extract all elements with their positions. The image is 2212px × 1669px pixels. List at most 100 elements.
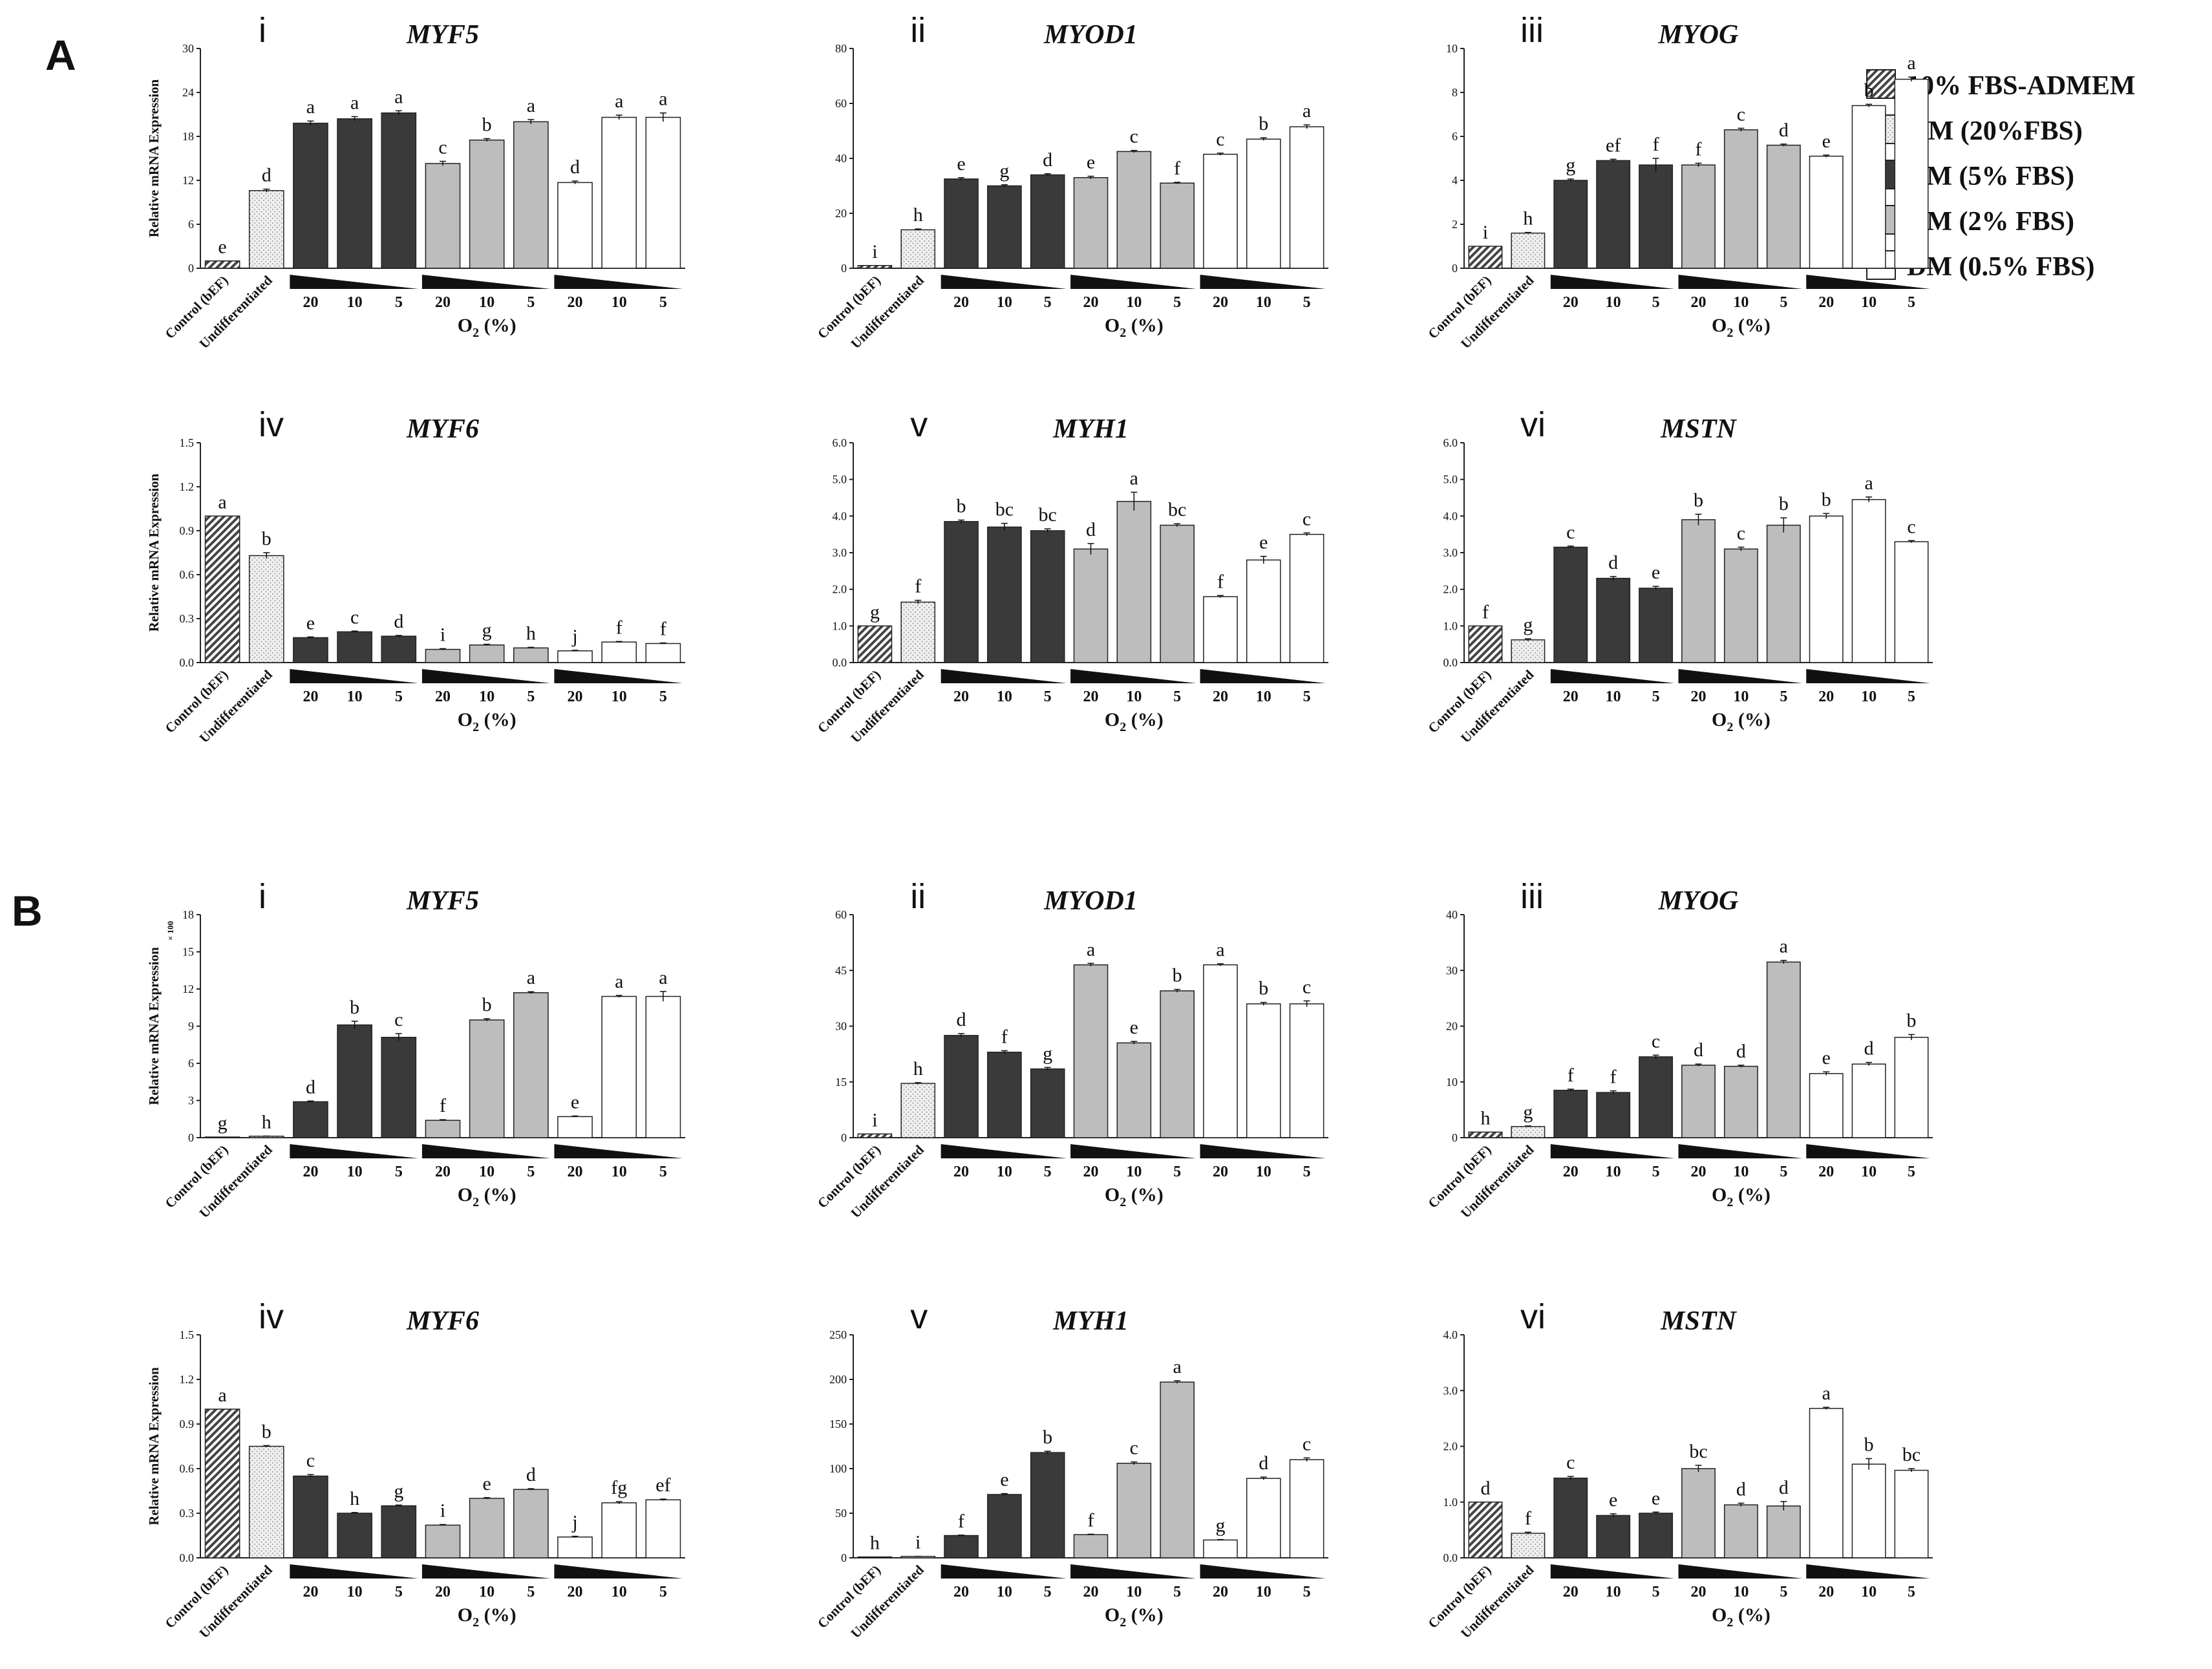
- y-tick-label: 0.6: [180, 1462, 195, 1475]
- x-group-tick-label: 20: [1818, 1164, 1834, 1180]
- y-tick-label: 250: [829, 1328, 847, 1341]
- x-group-tick-label: 5: [1908, 1584, 1915, 1600]
- significance-letter: c: [306, 1450, 315, 1471]
- bar: [513, 121, 549, 269]
- y-axis-label: Relative mRNA Expression: [146, 473, 162, 632]
- bar: [1596, 1092, 1631, 1138]
- bar: [1681, 519, 1716, 663]
- significance-letter: d: [957, 1009, 966, 1030]
- significance-letter: g: [999, 160, 1009, 182]
- bar: [944, 1035, 979, 1138]
- x-axis-title: O2 (%): [458, 315, 516, 340]
- significance-letter: a: [1173, 1356, 1181, 1377]
- legend-swatch-hatch: [1866, 69, 1896, 99]
- x-group-tick-label: 20: [303, 1164, 318, 1180]
- significance-letter: a: [306, 96, 315, 118]
- subpanel-numeral: v: [910, 1297, 928, 1336]
- bar: [293, 1475, 328, 1558]
- bar: [1809, 515, 1844, 663]
- x-group-tick-label: 5: [1908, 1164, 1915, 1180]
- x-group-tick-label: 10: [1256, 294, 1271, 311]
- x-group-tick-label: 5: [527, 1164, 535, 1180]
- significance-letter: e: [957, 153, 965, 175]
- y-axis-label: Relative mRNA Expression: [146, 1367, 162, 1525]
- significance-letter: d: [306, 1076, 315, 1098]
- bar: [1468, 625, 1503, 663]
- x-group-tick-label: 10: [479, 294, 495, 311]
- bar: [1851, 105, 1886, 269]
- bar: [1160, 182, 1195, 269]
- bar: [1203, 1539, 1238, 1558]
- x-group-tick-label: 5: [1173, 688, 1181, 705]
- bar: [469, 1019, 505, 1138]
- y-tick-label: 6: [188, 218, 194, 231]
- significance-letter: h: [350, 1488, 359, 1509]
- bar: [987, 185, 1022, 269]
- oxygen-gradient-wedge: [1806, 669, 1930, 683]
- significance-letter: d: [262, 165, 271, 186]
- significance-letter: c: [1130, 126, 1138, 147]
- significance-letter: bc: [995, 499, 1014, 520]
- significance-letter: d: [1736, 1041, 1746, 1062]
- significance-letter: f: [1001, 1026, 1008, 1047]
- gene-title: MYH1: [1052, 414, 1129, 444]
- x-axis-title: O2 (%): [1712, 1184, 1771, 1209]
- significance-letter: f: [1610, 1067, 1617, 1088]
- x-group-tick-label: 5: [527, 294, 535, 311]
- x-group-tick-label: 5: [395, 688, 403, 705]
- oxygen-gradient-wedge: [1200, 669, 1326, 683]
- y-tick-label: 3.0: [1443, 1384, 1458, 1397]
- significance-letter: d: [1608, 552, 1618, 573]
- y-tick-label: 80: [835, 42, 847, 55]
- bar: [1809, 155, 1844, 269]
- oxygen-gradient-wedge: [554, 275, 683, 289]
- x-group-tick-label: 20: [953, 294, 969, 311]
- x-group-tick-label: 10: [1861, 294, 1877, 311]
- x-group-tick-label: 20: [1818, 1584, 1834, 1600]
- significance-letter: a: [527, 95, 535, 116]
- bar: [1246, 138, 1281, 269]
- y-tick-label: 1.5: [180, 1328, 195, 1341]
- x-category-label: Undifferentiated: [847, 1142, 927, 1221]
- y-tick-label: 0.0: [1443, 656, 1458, 669]
- y-tick-label: 6.0: [833, 436, 847, 449]
- y-tick-label: 0: [1452, 262, 1458, 275]
- y-tick-label: 30: [182, 42, 194, 55]
- oxygen-gradient-wedge: [1200, 275, 1326, 289]
- y-tick-label: 10: [1446, 1076, 1458, 1089]
- x-group-tick-label: 10: [1126, 1584, 1142, 1600]
- legend-label: DM (2% FBS): [1907, 207, 2074, 237]
- y-tick-label: 9: [188, 1020, 194, 1033]
- bar: [337, 118, 372, 269]
- bar: [425, 1524, 461, 1558]
- x-group-tick-label: 20: [1563, 294, 1579, 311]
- bar: [425, 648, 461, 663]
- oxygen-gradient-wedge: [554, 1564, 683, 1579]
- oxygen-gradient-wedge: [421, 1144, 551, 1158]
- oxygen-gradient-wedge: [1550, 669, 1675, 683]
- significance-letter: e: [1087, 152, 1095, 173]
- significance-letter: f: [1568, 1065, 1574, 1086]
- bar: [1766, 524, 1801, 663]
- significance-letter: c: [1130, 1438, 1138, 1459]
- y-tick-label: 0: [1452, 1131, 1458, 1144]
- bar: [1511, 1533, 1546, 1558]
- x-group-tick-label: 20: [1563, 688, 1579, 705]
- significance-letter: d: [1086, 519, 1096, 540]
- significance-letter: bc: [1039, 504, 1057, 526]
- significance-letter: i: [440, 624, 445, 645]
- x-group-tick-label: 20: [1213, 1584, 1228, 1600]
- oxygen-gradient-wedge: [1678, 669, 1803, 683]
- oxygen-gradient-wedge: [421, 1564, 551, 1579]
- x-group-tick-label: 20: [1691, 1164, 1707, 1180]
- y-tick-label: 4.0: [1443, 509, 1458, 522]
- gene-title: MYF5: [406, 886, 479, 916]
- significance-letter: f: [1482, 601, 1489, 622]
- subpanel-numeral: iii: [1520, 11, 1544, 50]
- gene-title: MYF5: [406, 20, 479, 50]
- x-group-tick-label: 5: [527, 1584, 535, 1600]
- x-group-tick-label: 20: [1691, 688, 1707, 705]
- bar: [337, 1024, 372, 1138]
- bar: [1681, 164, 1716, 269]
